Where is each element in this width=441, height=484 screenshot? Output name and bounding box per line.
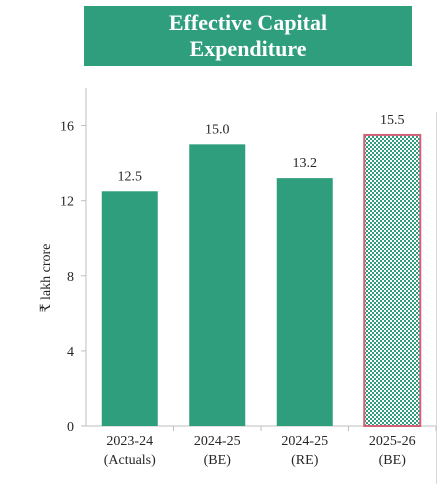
y-axis-label: ₹ lakh crore: [39, 244, 54, 313]
x-category-label: 2024-25 (BE): [194, 434, 241, 468]
chart-title-line-1: Effective Capital: [168, 10, 328, 35]
chart-title-line-2: Expenditure: [189, 36, 307, 61]
panel-right-border: [436, 112, 437, 484]
y-tick-label: 0: [67, 420, 74, 435]
bar-value-label: 12.5: [118, 169, 143, 184]
bar-value-label: 13.2: [293, 156, 318, 171]
x-category-label: 2023-24 (Actuals): [104, 434, 156, 468]
y-tick-label: 4: [67, 345, 74, 360]
x-category-label: 2024-25 (RE): [281, 434, 328, 468]
bar: [101, 191, 158, 426]
bar: [363, 133, 422, 427]
bar-value-label: 15.0: [205, 122, 230, 137]
y-tick-label: 8: [67, 270, 74, 285]
x-category-label: 2025-26 (BE): [369, 434, 416, 468]
bar: [276, 178, 333, 426]
bar-value-label: 15.5: [380, 113, 405, 128]
y-tick-label: 12: [60, 195, 74, 210]
y-tick-label: 16: [60, 120, 74, 135]
chart-title: Effective Capital Expenditure: [84, 6, 412, 66]
bar: [189, 144, 246, 427]
